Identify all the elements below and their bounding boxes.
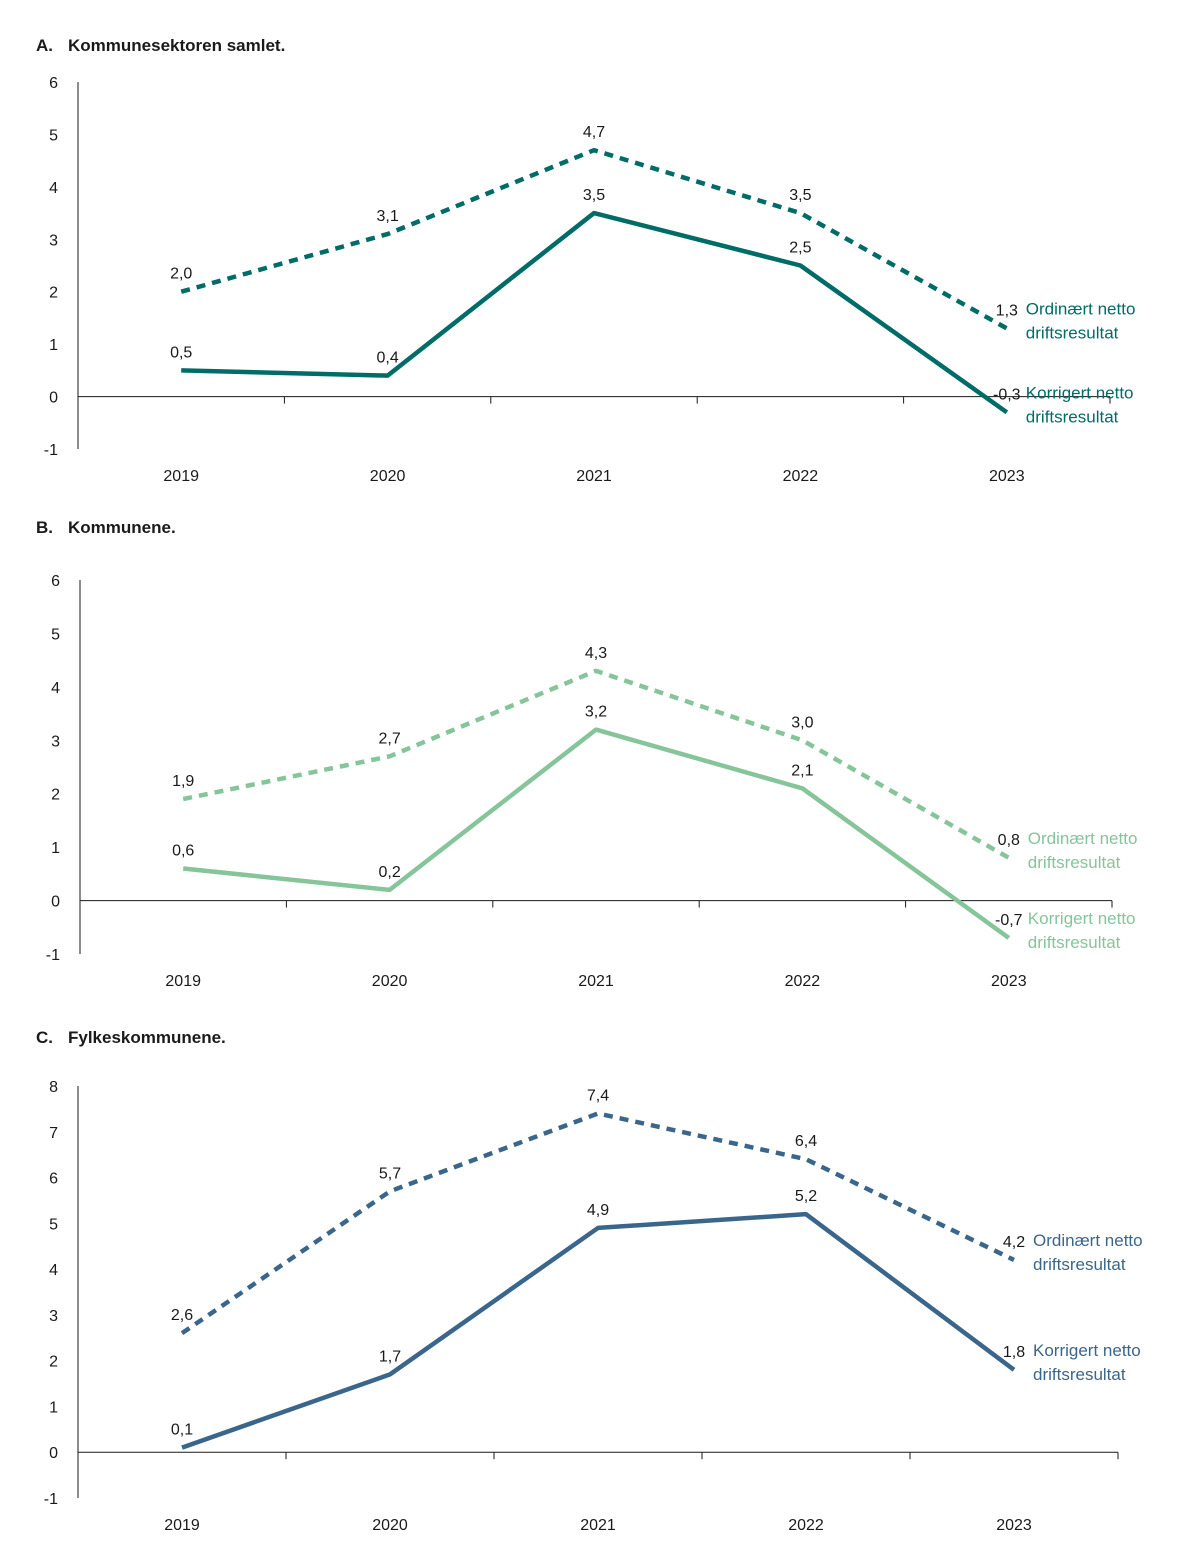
chart-b: -1 0 1 2 3 4 5 6 2019 2020 2021 2022 2023 1,9 2,7 4,3 3,… [46,573,1138,990]
series-name-korrigert: Korrigert netto driftsresultat [1026,383,1134,426]
chart-c: -1 0 1 2 3 4 5 6 7 8 2019 2020 2021 2022 2023 2,6 5,7 7,4… [44,1079,1143,1534]
data-label: 0,8 [998,832,1020,849]
y-tick-label: 1 [49,1399,58,1416]
y-tick-label: 0 [49,1445,58,1462]
x-tick-label: 2021 [576,468,612,485]
y-tick-label: 1 [51,840,60,857]
y-tick-label: 8 [49,1079,58,1096]
data-label: 7,4 [587,1087,609,1104]
series-name-ordinaert: Ordinært netto driftsresultat [1028,829,1138,872]
y-tick-label: 6 [49,1171,58,1188]
data-label: 3,1 [376,208,398,225]
data-label: 1,8 [1003,1344,1025,1361]
y-tick-label: -1 [44,442,58,459]
data-label: 6,4 [795,1133,817,1150]
y-tick-label: 4 [49,1262,58,1279]
panel-c: C. Fylkeskommunene. -1 0 1 2 3 4 5 6 7 8 2019 2020 20… [0,1028,1200,1534]
y-tick-label: 6 [49,75,58,92]
series-line-korrigert [181,1211,1016,1450]
x-tick-label: 2022 [788,1517,824,1534]
data-label: 2,0 [170,266,192,283]
panel-letter: B. [36,518,53,537]
panel-letter: A. [36,36,53,55]
y-tick-label: -1 [44,1491,58,1508]
series-line-korrigert [181,210,1009,415]
data-label: 0,2 [378,864,400,881]
x-tick-label: 2019 [164,1517,200,1534]
y-tick-label: 0 [49,390,58,407]
data-label: 4,9 [587,1202,609,1219]
series-line-ordinaert [180,147,1008,331]
y-tick-label: -1 [46,947,60,964]
y-tick-label: 2 [49,1354,58,1371]
y-tick-label: 4 [51,680,60,697]
series-line-ordinaert [180,1111,1015,1336]
data-label: 0,4 [376,350,398,367]
chart-a: -1 0 1 2 3 4 5 6 2019 2020 2021 2022 2023 2,0 3,1 4,7 3,… [44,75,1136,485]
x-tick-label: 2019 [163,468,199,485]
panel-title-text: Kommunene. [68,518,176,537]
data-label: 3,2 [585,704,607,721]
series-name-ordinaert: Ordinært netto driftsresultat [1033,1231,1143,1274]
data-label: 1,3 [996,302,1018,319]
data-label: 4,2 [1003,1234,1025,1251]
panel-a: A. Kommunesektoren samlet. -1 0 1 2 3 4 5 6 2019 2… [0,36,1200,496]
x-tick-label: 2022 [783,468,819,485]
y-tick-label: 4 [49,180,58,197]
series-name-ordinaert: Ordinært netto driftsresultat [1026,299,1136,342]
x-tick-label: 2020 [372,1517,408,1534]
x-tick-label: 2023 [989,468,1025,485]
y-tick-label: 2 [49,285,58,302]
data-label: 2,7 [378,730,400,747]
y-tick-label: 6 [51,573,60,590]
data-label: 3,5 [583,187,605,204]
panel-letter: C. [36,1028,53,1047]
y-tick-label: 5 [49,1216,58,1233]
panel-title: C. Fylkeskommunene. [36,1028,226,1048]
series-line-korrigert [182,727,1011,940]
y-tick-label: 3 [51,733,60,750]
data-label: 5,7 [379,1165,401,1182]
panel-title-text: Kommunesektoren samlet. [68,36,286,55]
panel-title: A. Kommunesektoren samlet. [36,36,285,56]
x-tick-label: 2023 [991,973,1027,990]
series-line-ordinaert [182,668,1010,860]
data-label: 2,6 [171,1307,193,1324]
x-tick-label: 2020 [372,973,408,990]
data-label: 1,7 [379,1348,401,1365]
data-label: 4,7 [583,124,605,141]
y-tick-label: 0 [51,894,60,911]
data-label: 0,1 [171,1422,193,1439]
y-tick-label: 3 [49,232,58,249]
data-label: 3,0 [791,714,813,731]
y-tick-label: 5 [51,626,60,643]
y-tick-label: 1 [49,337,58,354]
series-name-korrigert: Korrigert netto driftsresultat [1033,1341,1141,1384]
x-tick-label: 2023 [996,1517,1032,1534]
data-label: -0,7 [995,912,1023,929]
data-label: 0,6 [172,843,194,860]
x-tick-label: 2022 [785,973,821,990]
panel-title: B. Kommunene. [36,518,176,538]
data-label: 5,2 [795,1188,817,1205]
series-name-korrigert: Korrigert netto driftsresultat [1028,909,1136,952]
data-label: 0,5 [170,344,192,361]
data-label: 2,5 [789,240,811,257]
y-tick-label: 7 [49,1125,58,1142]
data-label: -0,3 [993,386,1021,403]
x-tick-label: 2019 [165,973,201,990]
x-tick-label: 2020 [370,468,406,485]
x-tick-label: 2021 [580,1517,616,1534]
y-tick-label: 3 [49,1308,58,1325]
y-tick-label: 2 [51,787,60,804]
y-tick-label: 5 [49,127,58,144]
panel-title-text: Fylkeskommunene. [68,1028,226,1047]
data-label: 4,3 [585,645,607,662]
data-label: 3,5 [789,187,811,204]
panel-b: B. Kommunene. -1 0 1 2 3 4 5 6 2019 2020 2021 2022 20… [0,518,1200,998]
x-tick-label: 2021 [578,973,614,990]
data-label: 1,9 [172,773,194,790]
data-label: 2,1 [791,762,813,779]
